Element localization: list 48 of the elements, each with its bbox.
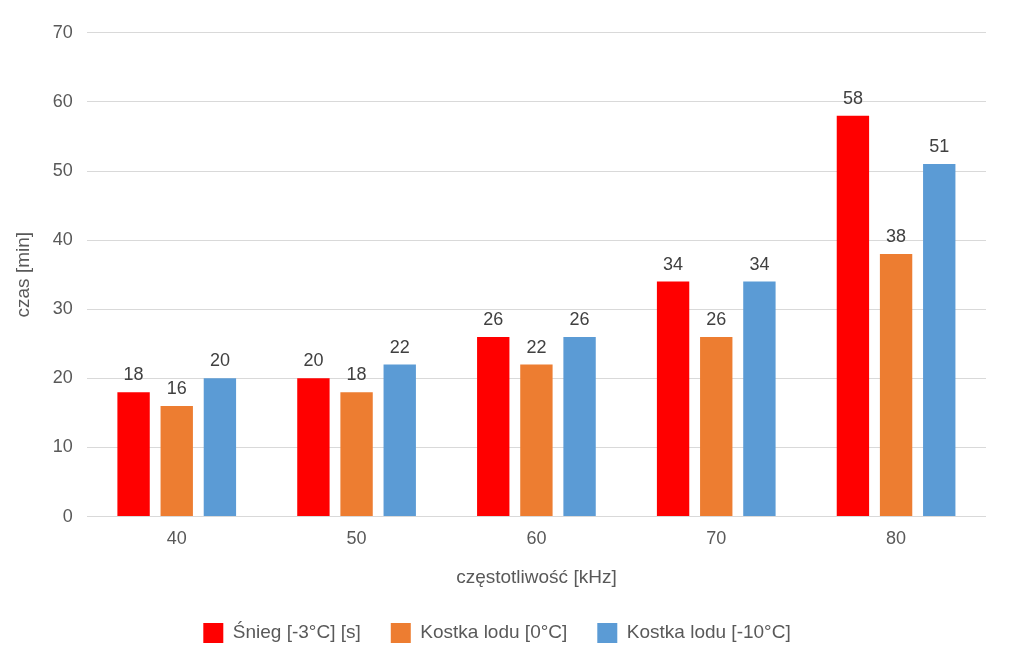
- bar: [923, 164, 956, 517]
- y-tick-label: 50: [52, 160, 73, 180]
- data-label: 22: [389, 336, 410, 357]
- bar: [477, 336, 510, 517]
- x-tick-label: 80: [886, 528, 907, 549]
- legend-label: Śnieg [-3°C] [s]: [232, 621, 361, 643]
- data-label: 18: [346, 364, 367, 385]
- y-tick-label: 30: [52, 298, 73, 319]
- data-label: 51: [929, 136, 950, 157]
- data-label: 38: [886, 225, 907, 246]
- y-tick-label: 40: [52, 229, 73, 250]
- bar: [563, 336, 596, 517]
- data-label: 34: [749, 253, 770, 274]
- legend-label: Kostka lodu [-10°C]: [626, 621, 791, 643]
- legend-label: Kostka lodu [0°C]: [420, 621, 568, 643]
- data-label: 20: [303, 350, 324, 371]
- x-tick-label: 50: [346, 528, 367, 549]
- y-tick-label: 60: [52, 90, 73, 111]
- x-tick-label: 70: [706, 528, 727, 549]
- x-axis-title: częstotliwość [kHz]: [456, 565, 617, 587]
- x-tick-label: 40: [166, 528, 187, 549]
- bar: [340, 392, 373, 517]
- bar: [203, 378, 237, 517]
- data-label: 20: [209, 350, 230, 371]
- y-tick-label: 20: [52, 367, 73, 388]
- x-tick-label: 60: [526, 528, 547, 549]
- bar: [700, 336, 733, 517]
- bar: [297, 378, 330, 517]
- y-tick-label: 10: [52, 436, 73, 457]
- data-label: 58: [842, 87, 863, 108]
- bar: [836, 115, 870, 517]
- bar: [743, 281, 776, 517]
- bar: [520, 364, 553, 517]
- bar: [656, 281, 690, 517]
- bar: [160, 406, 193, 517]
- data-label: 26: [483, 308, 504, 329]
- data-label: 22: [526, 336, 547, 357]
- bar: [879, 253, 913, 517]
- bar: [383, 364, 416, 517]
- data-label: 16: [166, 377, 187, 398]
- data-label: 34: [663, 253, 684, 274]
- y-tick-label: 0: [62, 505, 73, 526]
- data-label: 26: [706, 308, 727, 329]
- data-label: 26: [569, 308, 590, 329]
- data-label: 18: [123, 364, 144, 385]
- y-tick-label: 70: [52, 21, 73, 42]
- bar: [117, 392, 150, 517]
- y-axis-title: czas [min]: [11, 231, 33, 318]
